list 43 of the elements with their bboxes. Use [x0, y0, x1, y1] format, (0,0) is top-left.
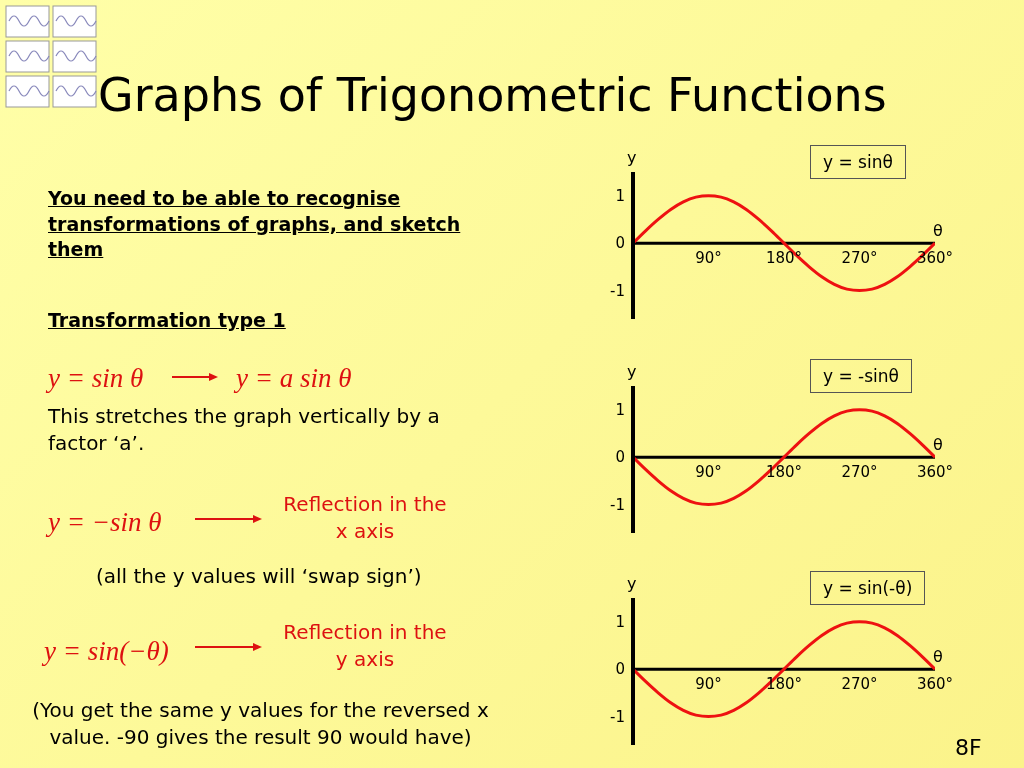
- text: (all the y values will ‘swap sign’): [96, 563, 423, 590]
- y-tick-label: 0: [615, 660, 625, 679]
- text: 8F: [955, 734, 982, 762]
- x-tick-label: 360°: [916, 675, 954, 694]
- text: Reflection in the x axis: [282, 491, 448, 545]
- text: You need to be able to recognise transformations of graphs, and sketch them: [48, 186, 462, 263]
- text: (You get the same y values for the reversed x value. -90 gives the result 90 would have): [31, 697, 490, 751]
- y-tick-label: 0: [615, 234, 625, 253]
- x-tick-label: 270°: [841, 463, 878, 482]
- x-tick-label: 180°: [765, 463, 803, 482]
- text: Reflection in the y axis: [282, 619, 448, 673]
- x-tick-label: 360°: [916, 463, 954, 482]
- y-axis-title: y: [627, 148, 637, 167]
- y-tick-label: 1: [615, 401, 625, 420]
- x-axis-title: θ: [933, 435, 943, 455]
- text: Transformation type 1: [48, 308, 287, 333]
- y-axis-title: y: [627, 574, 637, 593]
- x-tick-label: 90°: [695, 463, 722, 482]
- text: y = a sin θ: [236, 362, 352, 395]
- y-tick-label: 1: [615, 187, 625, 206]
- y-axis-title: y: [627, 362, 637, 381]
- text: This stretches the graph vertically by a factor ‘a’.: [48, 403, 441, 457]
- y-tick-label: 0: [615, 448, 625, 467]
- x-axis-title: θ: [933, 647, 943, 667]
- x-tick-label: 180°: [765, 675, 803, 694]
- text: Graphs of Trigonometric Functions: [98, 68, 887, 122]
- x-tick-label: 270°: [841, 675, 878, 694]
- y-tick-label: 1: [615, 613, 625, 632]
- x-tick-label: 270°: [841, 249, 878, 268]
- chart-title: y = -sinθ: [810, 359, 913, 393]
- x-tick-label: 90°: [695, 249, 722, 268]
- text: y = sin θ: [48, 362, 144, 395]
- y-tick-label: -1: [610, 495, 625, 514]
- x-tick-label: 360°: [916, 249, 954, 268]
- chart-title: y = sin(-θ): [810, 571, 926, 605]
- chart-title: y = sinθ: [810, 145, 906, 179]
- y-tick-label: -1: [610, 707, 625, 726]
- text: y = −sin θ: [48, 506, 162, 539]
- x-axis-title: θ: [933, 221, 943, 241]
- y-tick-label: -1: [610, 281, 625, 300]
- x-tick-label: 180°: [765, 249, 803, 268]
- text: y = sin(−θ): [44, 635, 169, 668]
- x-tick-label: 90°: [695, 675, 722, 694]
